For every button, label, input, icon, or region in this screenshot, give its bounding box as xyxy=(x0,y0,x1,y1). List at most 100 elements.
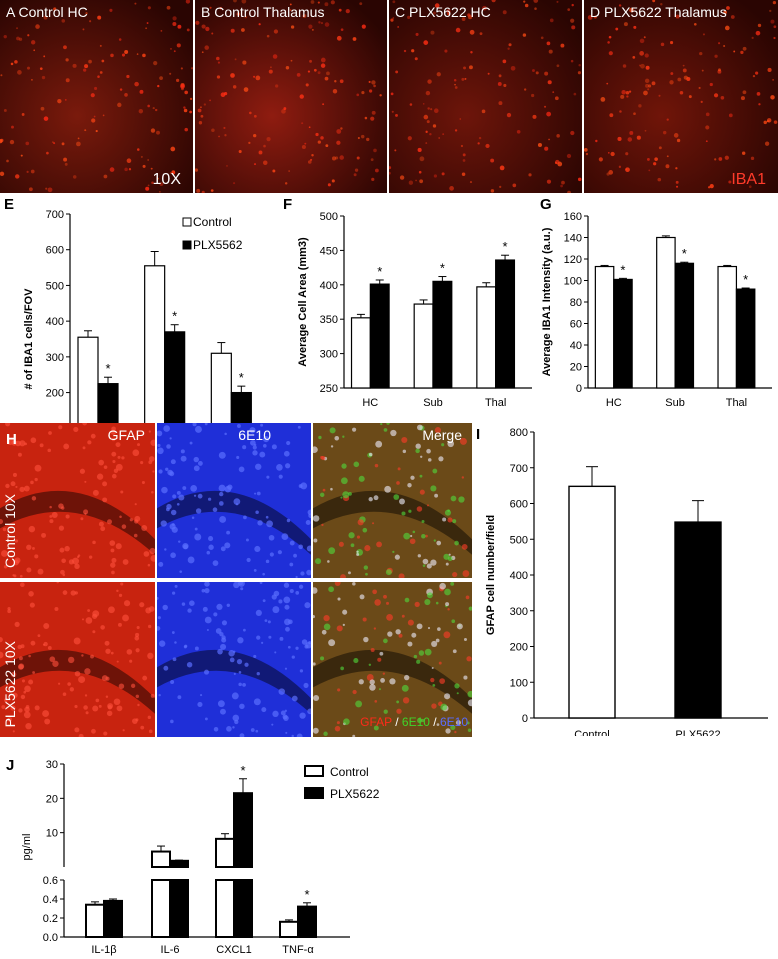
y-tick-label: 20 xyxy=(46,793,58,805)
panel-letter-f: F xyxy=(283,196,293,213)
panel-h-tile-6e10-2 xyxy=(157,582,311,737)
bar-control xyxy=(568,485,616,719)
significance-star: * xyxy=(172,309,177,324)
y-tick-label: 0.4 xyxy=(43,894,58,906)
bar-control xyxy=(279,920,299,939)
micrograph-title: B Control Thalamus xyxy=(201,4,325,20)
x-tick-label: Control xyxy=(574,729,609,736)
bar-treated xyxy=(297,905,317,939)
panel-h-column-label: Merge xyxy=(422,427,462,443)
bar-control xyxy=(656,236,676,389)
micrograph-d: D PLX5622 Thalamus IBA1 xyxy=(584,0,778,193)
y-tick-label: 250 xyxy=(320,383,338,395)
micrograph-annotation: IBA1 xyxy=(731,171,766,188)
significance-star: * xyxy=(240,763,245,778)
bar-control xyxy=(215,837,235,868)
y-axis-label: pg/ml xyxy=(21,834,33,861)
significance-star: * xyxy=(377,264,382,279)
y-tick-label: 400 xyxy=(510,570,528,582)
y-tick-label: 300 xyxy=(510,606,528,618)
significance-star: * xyxy=(440,261,445,276)
y-tick-label: 140 xyxy=(564,233,582,245)
bar-plx5622 xyxy=(674,521,722,719)
bar-control xyxy=(144,265,166,446)
significance-star: * xyxy=(682,246,687,261)
y-tick-label: 30 xyxy=(46,759,58,771)
y-tick-label: 100 xyxy=(564,276,582,288)
significance-star: * xyxy=(743,272,748,287)
x-tick-label: HC xyxy=(606,397,622,409)
y-tick-label: 450 xyxy=(320,245,338,257)
merge-legend: GFAP / 6E10 / 6E10 xyxy=(360,715,468,729)
y-tick-label: 600 xyxy=(46,245,64,257)
y-tick-label: 0 xyxy=(522,713,528,725)
merge-legend-gfap: GFAP xyxy=(360,715,392,729)
y-tick-label: 400 xyxy=(320,280,338,292)
bar-treated xyxy=(613,278,633,389)
bar-treated xyxy=(169,859,189,868)
y-tick-label: 700 xyxy=(510,463,528,475)
y-axis-label: GFAP cell number/field xyxy=(485,515,497,635)
panel-h-tile-merge-1: Merge xyxy=(313,423,472,578)
panel-h-tile-gfap-2: PLX5622 10X xyxy=(0,582,155,737)
legend-swatch xyxy=(182,217,192,227)
merge-legend-sep1: / xyxy=(391,715,402,729)
micrograph-b: B Control Thalamus xyxy=(195,0,387,193)
x-tick-label: Thal xyxy=(726,397,747,409)
legend-label: Control xyxy=(193,215,232,229)
panel-letter-h: H xyxy=(6,431,17,448)
merge-legend-sep2: / xyxy=(429,715,440,729)
y-tick-label: 40 xyxy=(570,340,582,352)
y-tick-label: 500 xyxy=(46,280,64,292)
y-tick-label: 160 xyxy=(564,211,582,223)
y-tick-label: 80 xyxy=(570,297,582,309)
bar-control-lower xyxy=(215,879,235,938)
legend-swatch xyxy=(304,765,324,777)
panel-h-column-label: GFAP xyxy=(107,427,145,443)
bar-treated xyxy=(674,262,695,389)
y-tick-label: 0.2 xyxy=(43,913,58,925)
significance-star: * xyxy=(105,361,110,376)
y-tick-label: 20 xyxy=(570,362,582,374)
panel-letter-j: J xyxy=(6,757,15,774)
x-tick-label: CXCL1 xyxy=(216,944,251,956)
micrograph-annotation: 10X xyxy=(152,171,181,188)
bar-control xyxy=(413,303,434,389)
micrograph-title: D PLX5622 Thalamus xyxy=(590,4,727,20)
y-tick-label: 800 xyxy=(510,427,528,439)
x-tick-label: IL-1β xyxy=(91,944,116,956)
legend-label: PLX5622 xyxy=(330,787,380,801)
x-tick-label: HC xyxy=(362,397,378,409)
y-axis-label: Average Cell Area (mm3) xyxy=(297,237,309,367)
x-tick-label: Sub xyxy=(665,397,685,409)
y-tick-label: 0 xyxy=(576,383,582,395)
y-tick-label: 500 xyxy=(510,534,528,546)
legend-swatch xyxy=(182,240,192,250)
legend-label: Control xyxy=(330,765,369,779)
bar-treated xyxy=(432,280,453,389)
y-tick-label: 200 xyxy=(510,642,528,654)
bar-treated xyxy=(735,288,756,389)
bar-treated xyxy=(103,899,123,938)
legend-swatch xyxy=(304,787,324,799)
bar-treated xyxy=(164,331,186,446)
y-tick-label: 500 xyxy=(320,211,338,223)
bar-treated-lower xyxy=(233,879,253,938)
chart-f: 250 300 350 400 450 500 * HC * Sub * Thal Average Ce… xyxy=(297,211,532,409)
merge-legend-middle: 6E10 xyxy=(401,715,430,729)
panel-h-row-label: PLX5622 10X xyxy=(2,640,18,727)
y-axis-label: # of IBA1 cells/FOV xyxy=(23,288,35,390)
merge-legend-e610: 6E10 xyxy=(439,715,468,729)
bar-control xyxy=(717,265,738,389)
panel-h-tile-merge-2: GFAP / 6E10 / 6E10 xyxy=(313,582,472,737)
y-tick-label: 300 xyxy=(46,352,64,364)
y-tick-label: 700 xyxy=(46,209,64,221)
y-tick-label: 100 xyxy=(510,677,528,689)
y-tick-label: 350 xyxy=(320,314,338,326)
x-tick-label: Sub xyxy=(423,397,443,409)
y-tick-label: 60 xyxy=(570,319,582,331)
micrograph-title: A Control HC xyxy=(6,4,88,20)
x-tick-label: TNF-α xyxy=(282,944,314,956)
bar-treated-lower xyxy=(169,879,189,938)
